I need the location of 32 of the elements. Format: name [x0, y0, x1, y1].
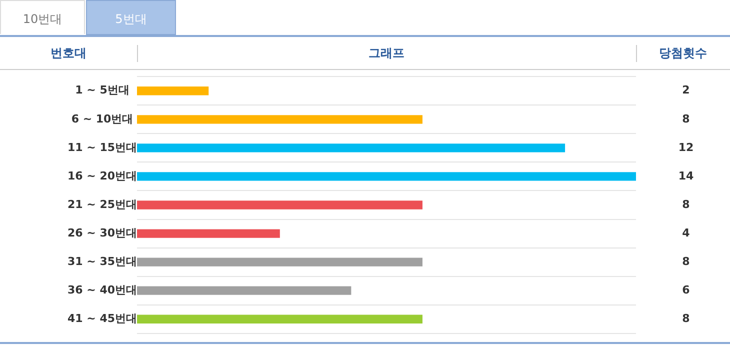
data-label: 8 — [682, 198, 690, 211]
data-label: 6 — [682, 283, 690, 296]
x-axis-title: 그래프 — [368, 45, 406, 62]
data-label: 8 — [682, 312, 690, 325]
text: 당첨횟수 — [658, 45, 708, 62]
text: 10번대 — [0, 0, 85, 34]
bar — [137, 144, 566, 152]
text: 5번대 — [86, 0, 176, 35]
bar — [137, 258, 422, 266]
bar — [137, 286, 352, 295]
y-tick-label: 11 ~ 15번대 — [68, 140, 138, 154]
bar — [137, 115, 422, 124]
y-tick-label: 31 ~ 35번대 — [68, 254, 138, 268]
y-tick-label: 36 ~ 40번대 — [68, 283, 138, 296]
bar — [137, 314, 422, 324]
bar — [137, 200, 422, 210]
y-tick-label: 41 ~ 45번대 — [68, 312, 138, 325]
y-axis-title: 번호대 — [50, 45, 88, 62]
y-tick-label: 16 ~ 20번대 — [68, 169, 138, 182]
bar — [137, 229, 280, 238]
bar — [137, 172, 636, 181]
data-label: 4 — [682, 226, 690, 240]
y-tick-label: 21 ~ 25번대 — [68, 198, 138, 211]
data-label: 2 — [682, 84, 690, 97]
data-label: 12 — [678, 140, 694, 154]
data-label: 14 — [678, 169, 694, 182]
data-label: 8 — [682, 112, 690, 126]
y-tick-label: 26 ~ 30번대 — [68, 226, 138, 240]
y-tick-label: 1 ~ 5번대 — [75, 84, 130, 97]
y-tick-label: 6 ~ 10번대 — [71, 112, 134, 126]
bar — [137, 86, 209, 96]
data-label: 8 — [682, 254, 690, 268]
